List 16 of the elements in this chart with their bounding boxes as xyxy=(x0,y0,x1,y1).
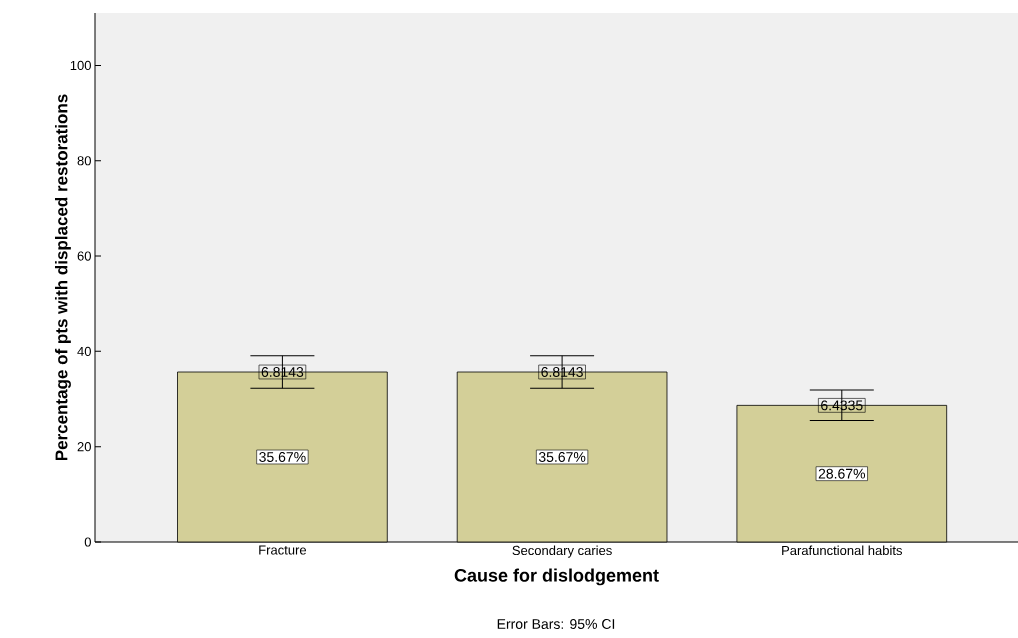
y-tick-label: 80 xyxy=(77,156,91,166)
x-tick-label: Fracture xyxy=(259,545,307,555)
x-axis-title: Cause for dislodgement xyxy=(454,568,659,586)
y-tick-label: 20 xyxy=(77,442,91,452)
x-tick-label: Parafunctional habits xyxy=(782,545,903,556)
y-tick-label: 40 xyxy=(77,346,91,356)
y-tick-label: 60 xyxy=(77,251,91,261)
data-label: 35.67% xyxy=(538,452,586,462)
y-tick-label: 0 xyxy=(84,537,91,547)
y-axis-title: Percentage of pts with displaced restorations xyxy=(55,94,71,461)
text: Error Bars: 95% CI xyxy=(497,619,615,629)
annotation: 6.8143 xyxy=(541,367,583,377)
x-tick-label: Secondary caries xyxy=(512,545,612,558)
y-tick-label: 100 xyxy=(70,60,91,71)
data-label: 35.67% xyxy=(259,452,306,462)
data-label: 28.67% xyxy=(818,468,866,479)
